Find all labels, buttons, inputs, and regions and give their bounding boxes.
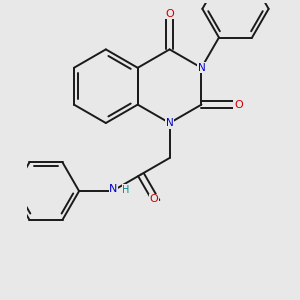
- Text: H: H: [122, 185, 129, 195]
- Text: N: N: [198, 63, 205, 73]
- Text: N: N: [166, 118, 173, 128]
- Text: O: O: [165, 9, 174, 19]
- Text: O: O: [234, 100, 243, 110]
- Text: N: N: [109, 184, 118, 194]
- Text: O: O: [150, 194, 158, 204]
